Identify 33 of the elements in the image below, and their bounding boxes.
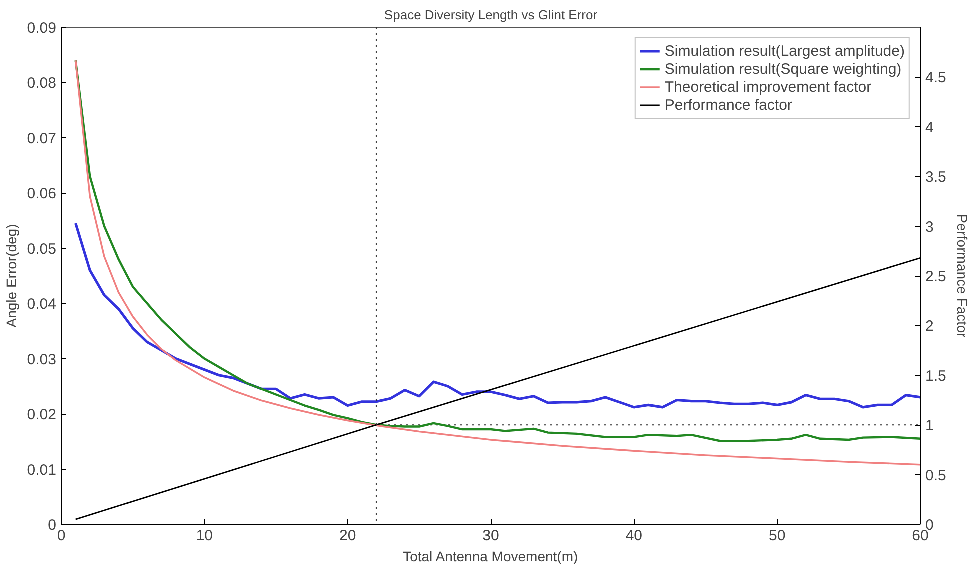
y-tick-label: 0.09 <box>27 20 57 37</box>
y2-tick-label: 1.5 <box>926 368 946 385</box>
chart-title: Space Diversity Length vs Glint Error <box>384 8 598 22</box>
x-tick-label: 20 <box>339 528 356 544</box>
y-tick-label: 0.02 <box>27 406 57 424</box>
legend-label: Simulation result(Square weighting) <box>664 60 902 78</box>
x-tick-label: 30 <box>482 528 500 544</box>
y2-tick-label: 2.5 <box>926 268 946 286</box>
y-tick-label: 0.04 <box>27 296 57 314</box>
y-tick-label: 0 <box>48 517 56 534</box>
legend-label: Theoretical improvement factor <box>664 78 872 96</box>
y-tick-label: 0.07 <box>27 130 57 148</box>
y-tick-label: 0.01 <box>27 462 57 479</box>
y2-tick-label: 4.5 <box>926 70 946 87</box>
x-tick-label: 10 <box>196 528 214 544</box>
y2-tick-label: 4 <box>926 119 934 136</box>
y2-tick-label: 1 <box>926 418 934 435</box>
y2-tick-label: 0.5 <box>926 467 946 484</box>
x-tick-label: 50 <box>768 528 786 544</box>
legend-label: Performance factor <box>664 96 792 114</box>
y2-axis-title: Performance Factor <box>954 214 970 338</box>
x-axis-title: Total Antenna Movement(m) <box>403 548 578 564</box>
y-tick-label: 0.03 <box>27 351 57 368</box>
y2-tick-label: 3 <box>926 218 934 236</box>
y-tick-label: 0.08 <box>27 75 57 92</box>
y2-tick-label: 3.5 <box>926 169 946 186</box>
y-axis-title: Angle Error(deg) <box>3 224 20 328</box>
y-tick-label: 0.06 <box>27 186 57 203</box>
legend-label: Simulation result(Largest amplitude) <box>664 42 905 60</box>
line-series <box>74 222 920 409</box>
x-tick-label: 40 <box>626 528 643 544</box>
y2-tick-label: 2 <box>926 318 934 336</box>
y-tick-label: 0.05 <box>27 240 57 258</box>
